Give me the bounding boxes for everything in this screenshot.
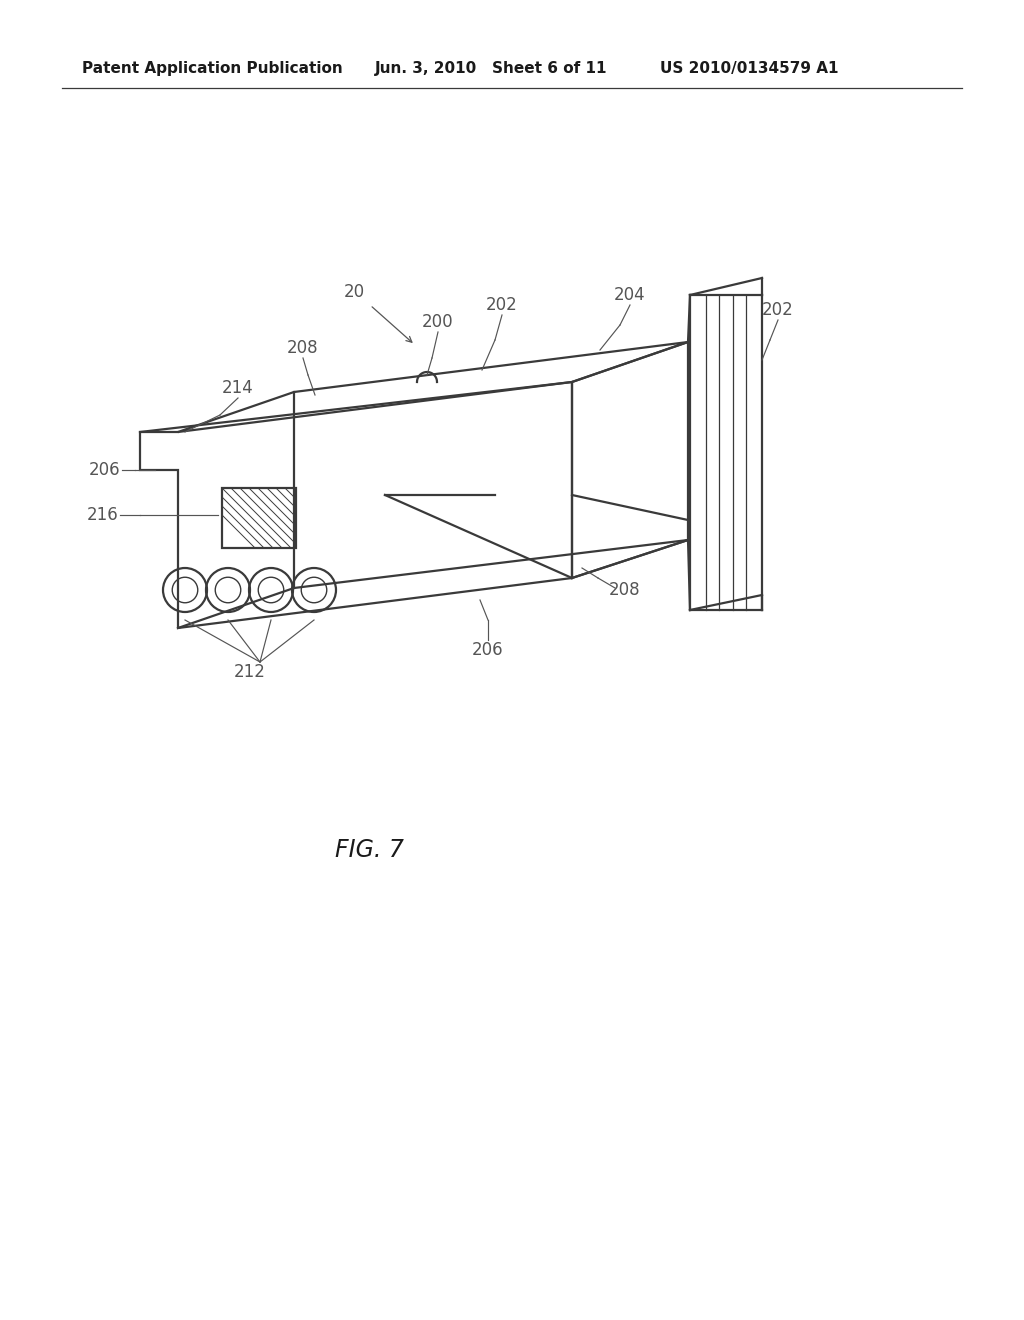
Text: 202: 202: [762, 301, 794, 319]
Text: 206: 206: [88, 461, 120, 479]
Text: FIG. 7: FIG. 7: [335, 838, 403, 862]
Text: 202: 202: [486, 296, 518, 314]
Text: 208: 208: [609, 581, 641, 599]
Text: 20: 20: [343, 282, 365, 301]
Text: 214: 214: [222, 379, 254, 397]
Bar: [222, 488, 296, 548]
Text: 216: 216: [86, 506, 118, 524]
Text: 204: 204: [614, 286, 646, 304]
Text: 206: 206: [472, 642, 504, 659]
Text: 212: 212: [234, 663, 266, 681]
Text: Patent Application Publication: Patent Application Publication: [82, 61, 343, 75]
Text: 208: 208: [287, 339, 318, 356]
Text: Jun. 3, 2010   Sheet 6 of 11: Jun. 3, 2010 Sheet 6 of 11: [375, 61, 607, 75]
Text: US 2010/0134579 A1: US 2010/0134579 A1: [660, 61, 839, 75]
Text: 200: 200: [422, 313, 454, 331]
